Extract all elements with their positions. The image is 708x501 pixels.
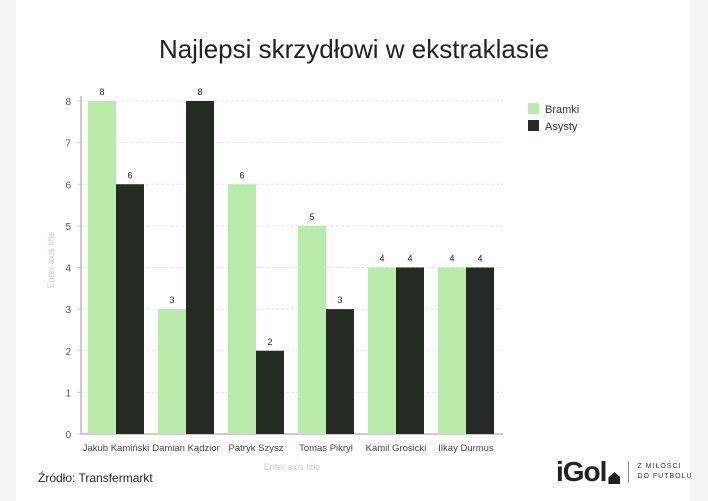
data-label: 4	[379, 254, 384, 264]
bar-bramki	[228, 184, 256, 434]
bar-asysty	[256, 350, 284, 434]
data-label: 6	[127, 170, 132, 180]
y-tick-label: 4	[65, 264, 71, 275]
bar-asysty	[466, 267, 494, 434]
bar-asysty	[116, 184, 144, 434]
x-tick-label: Tomas Pikryl	[299, 443, 353, 454]
bar-asysty	[186, 101, 214, 434]
x-tick-label: Damian Kądzior	[152, 443, 220, 454]
data-label: 8	[99, 87, 104, 97]
legend-label-asysty: Asysty	[545, 121, 578, 133]
y-tick-label: 1	[65, 388, 71, 399]
igol-logo: iGol Z MIŁOŚCI DO FUTBOLU	[556, 456, 693, 488]
x-axis-title: Enter axis title	[264, 462, 321, 472]
x-tick-label: Patryk Szysz	[229, 443, 284, 454]
data-label: 4	[407, 254, 412, 264]
y-tick-label: 5	[65, 222, 71, 233]
logo-tagline: Z MIŁOŚCI DO FUTBOLU	[637, 463, 693, 480]
chart-title: Najlepsi skrzydłowi w ekstraklasie	[158, 34, 550, 64]
legend-swatch-asysty	[528, 120, 539, 131]
x-tick-label: Kamil Grosicki	[366, 443, 427, 454]
bar-bramki	[438, 267, 466, 434]
x-tick-label: Jakub Kamiński	[83, 443, 150, 454]
data-label: 3	[169, 295, 174, 305]
logo-divider	[628, 461, 630, 483]
y-tick-label: 0	[65, 430, 71, 441]
y-axis-title: Enter axis title	[46, 232, 56, 289]
y-tick-label: 8	[65, 97, 71, 108]
house-icon	[608, 472, 621, 484]
data-label: 5	[309, 212, 314, 222]
data-label: 8	[197, 87, 202, 97]
y-tick-label: 7	[65, 139, 71, 150]
legend-label-bramki: Bramki	[545, 104, 579, 116]
bar-asysty	[396, 267, 424, 434]
y-tick-label: 3	[65, 305, 71, 316]
legend-swatch-bramki	[528, 103, 539, 114]
x-tick-label: Ilkay Durmus	[438, 443, 494, 454]
y-tick-label: 6	[65, 180, 71, 191]
data-label: 6	[239, 170, 244, 180]
logo-brand: iGol	[556, 456, 607, 487]
data-label: 2	[267, 337, 272, 347]
y-tick-label: 2	[65, 347, 71, 358]
data-label: 4	[449, 254, 454, 264]
source-note: Źródło: Transfermarkt	[38, 471, 153, 485]
data-label: 3	[337, 295, 342, 305]
bar-bramki	[158, 309, 186, 434]
bar-asysty	[326, 309, 354, 434]
bar-bramki	[88, 101, 116, 434]
bar-bramki	[368, 267, 396, 434]
data-label: 4	[477, 254, 482, 264]
bar-bramki	[298, 225, 326, 434]
